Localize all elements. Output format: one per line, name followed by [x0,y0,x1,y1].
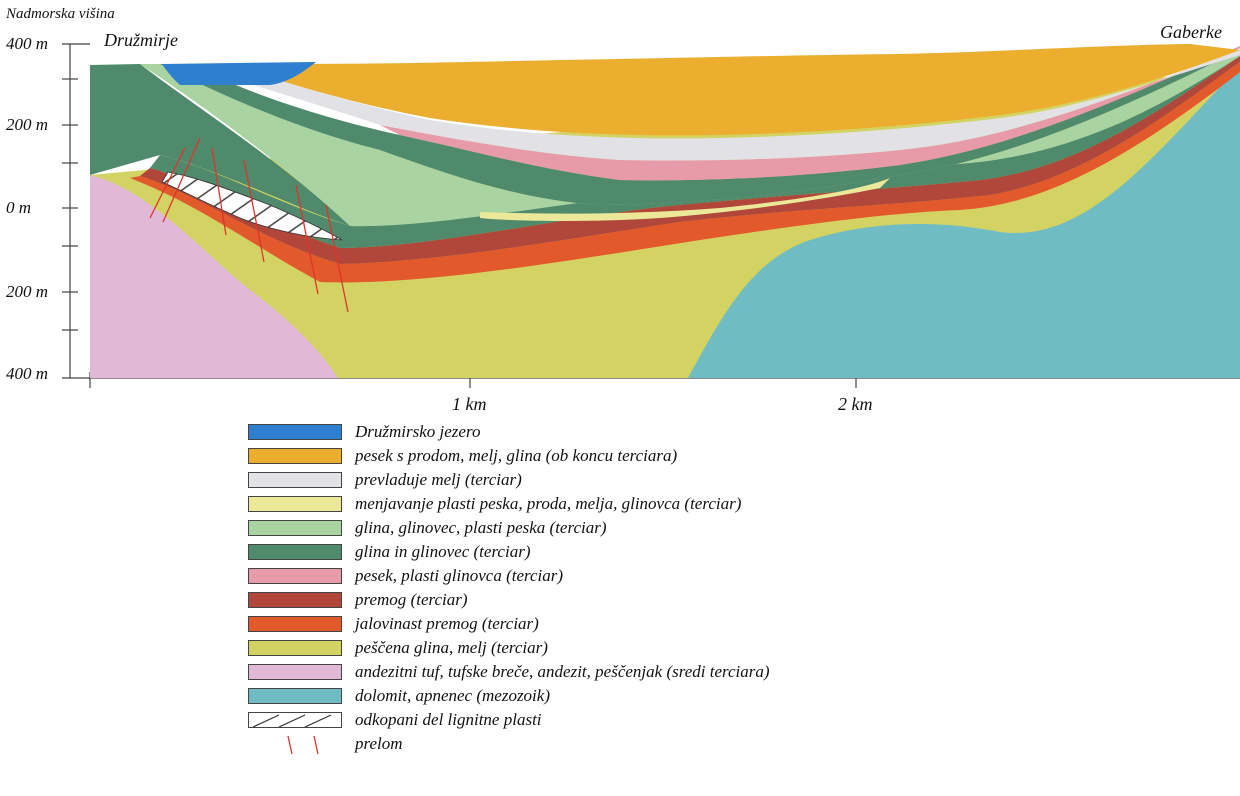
layer-sand-gravel [230,44,1240,136]
legend-item-clay-light: glina, glinovec, plasti peska (terciar) [248,518,868,540]
legend-note: (terciar) [490,638,548,657]
legend-item-dolomite: dolomit, apnenec (mezozoik) [248,686,868,708]
layer-clay-dark-upper [90,64,350,226]
y-tick-label: 200 m [6,115,49,134]
legend-note: (terciar) [473,542,531,561]
legend-note: (terciar) [410,590,468,609]
y-tick-label: 200 m [6,282,49,301]
legend-swatch [248,664,342,680]
fault-line [149,147,186,219]
legend-label: dolomit, apnenec [355,686,473,705]
legend-swatch [248,496,342,512]
legend-item-lake: Družmirsko jezero [248,422,868,444]
legend-swatch [248,544,342,560]
legend-swatch-hatch [248,712,342,728]
legend-item-andesite: andezitni tuf, tufske breče, andezit, pe… [248,662,868,684]
layer-waste-coal [130,62,1240,283]
y-tick-label: 0 m [6,198,32,217]
layer-sand-pink [380,46,1240,181]
fault-line [325,204,349,313]
layer-clay-light [140,50,1240,227]
axis-title: Nadmorska višina [6,6,115,22]
legend-swatch [248,424,342,440]
layer-alternating [480,178,890,221]
legend-note: (terciar) [464,470,522,489]
layer-lake [162,62,316,85]
layer-clay-dark-mid [160,46,1240,205]
legend-label: glina in glinovec [355,542,470,561]
legend-swatch [248,616,342,632]
legend-item-waste-coal: jalovinast premog (terciar) [248,614,868,636]
legend-item-fault: prelom [248,734,868,756]
legend-label: odkopani del lignitne plasti [355,710,542,729]
legend-note: (terciar) [684,494,742,513]
legend-label: prelom [355,734,403,753]
legend-item-sand-pink: pesek, plasti glinovca (terciar) [248,566,868,588]
fault-line [162,137,201,223]
y-axis [62,43,90,379]
legend-item-silt: prevladuje melj (terciar) [248,470,868,492]
x-tick-label: 2 km [838,394,873,414]
legend-note: (terciar) [549,518,607,537]
legend-label: premog [355,590,407,609]
legend-swatch [248,592,342,608]
fault-line [295,184,319,295]
layer-silt [190,48,1240,161]
legend-swatch-fault [287,735,319,755]
legend-label: prevladuje melj [355,470,461,489]
legend-label: peščena glina, melj [355,638,487,657]
legend-label: glina, glinovec, plasti peska [355,518,546,537]
legend-swatch [248,568,342,584]
place-label-right: Gaberke [1160,22,1222,42]
legend-item-sandy-clay: peščena glina, melj (terciar) [248,638,868,660]
legend-item-clay-dark: glina in glinovec (terciar) [248,542,868,564]
legend-note: (mezozoik) [476,686,550,705]
x-tick-label: 1 km [452,394,487,414]
legend-item-sand-gravel: pesek s prodom, melj, glina (ob koncu te… [248,446,868,468]
legend-note: (ob koncu terciara) [545,446,678,465]
faults [149,137,349,313]
legend-label: pesek, plasti glinovca [355,566,502,585]
legend-label: Družmirsko jezero [355,422,481,441]
fault-line [243,159,265,263]
legend-note: (terciar) [506,566,564,585]
legend-label: jalovinast premog [355,614,478,633]
legend-note: (sredi terciara) [666,662,770,681]
legend-item-mined: odkopani del lignitne plasti [248,710,868,732]
legend-swatch [248,472,342,488]
legend-swatch [248,520,342,536]
layer-andesite [90,175,338,378]
legend-label: andezitni tuf, tufske breče, andezit, pe… [355,662,663,681]
legend-label: pesek s prodom, melj, glina [355,446,542,465]
layer-dolomite [688,68,1240,378]
y-tick-label: 400 m [6,364,49,383]
legend-swatch [248,640,342,656]
place-label-left: Družmirje [104,30,179,50]
mined-lignite-area [161,171,343,241]
legend-swatch [248,688,342,704]
legend-item-alternating: menjavanje plasti peska, proda, melja, g… [248,494,868,516]
legend-label: menjavanje plasti peska, proda, melja, g… [355,494,681,513]
geologic-cross-section: Nadmorska višina 400 m 200 m 0 m 200 m 4… [6,6,1240,414]
y-tick-label: 400 m [6,34,49,53]
legend-note: (terciar) [481,614,539,633]
legend-swatch [248,448,342,464]
section-drawing [62,43,1240,388]
legend-item-coal: premog (terciar) [248,590,868,612]
fault-line [211,147,227,236]
